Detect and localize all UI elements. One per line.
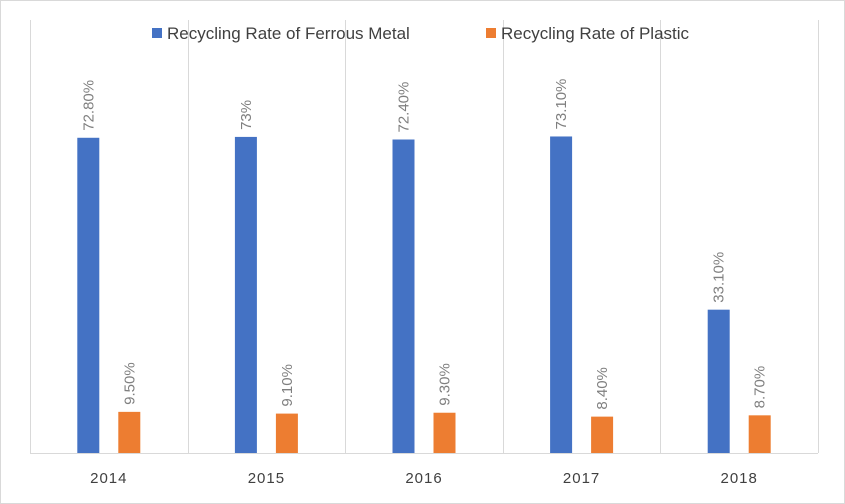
data-label: 33.10% bbox=[711, 252, 728, 303]
bar bbox=[118, 411, 141, 453]
legend-label: Recycling Rate of Plastic bbox=[501, 24, 690, 43]
x-tick-label: 2017 bbox=[563, 470, 600, 487]
data-label: 9.50% bbox=[121, 362, 138, 405]
bar bbox=[275, 413, 298, 453]
data-label: 8.70% bbox=[752, 366, 769, 409]
x-tick-label: 2016 bbox=[405, 470, 442, 487]
bar bbox=[234, 136, 257, 453]
bars-group bbox=[77, 136, 771, 454]
bar bbox=[433, 412, 456, 453]
data-label: 72.40% bbox=[396, 82, 413, 133]
data-labels-group: 72.80% 9.50% 73% 9.10% 72.40% 9.30% 73.10% 8.40… bbox=[80, 79, 768, 410]
bar bbox=[707, 309, 730, 453]
bar bbox=[748, 415, 771, 453]
data-label: 9.30% bbox=[437, 363, 454, 406]
data-label: 9.10% bbox=[279, 364, 296, 407]
legend: Recycling Rate of Ferrous Metal Recycling… bbox=[152, 24, 690, 43]
data-label: 73.10% bbox=[553, 79, 570, 130]
data-label: 72.80% bbox=[80, 80, 97, 131]
bar bbox=[77, 137, 100, 453]
x-tick-label: 2014 bbox=[90, 470, 127, 487]
category-separators bbox=[30, 20, 819, 453]
legend-swatch bbox=[152, 28, 162, 38]
data-label: 73% bbox=[238, 100, 255, 130]
x-tick-labels: 2014 2015 2016 2017 2018 bbox=[90, 470, 758, 487]
legend-swatch bbox=[486, 28, 496, 38]
bar bbox=[392, 139, 415, 453]
bar bbox=[591, 416, 614, 453]
x-tick-label: 2018 bbox=[721, 470, 758, 487]
data-label: 8.40% bbox=[594, 367, 611, 410]
legend-label: Recycling Rate of Ferrous Metal bbox=[167, 24, 410, 43]
x-tick-label: 2015 bbox=[248, 470, 285, 487]
bar bbox=[550, 136, 573, 454]
